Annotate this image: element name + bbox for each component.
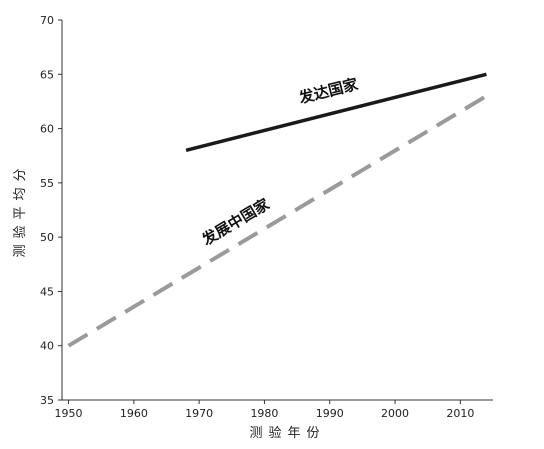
series-label-developing: 发展中国家: [198, 195, 272, 249]
y-axis-title: 测验平均分: [12, 162, 28, 257]
x-tick-label: 2010: [446, 407, 474, 420]
x-tick-label: 1960: [120, 407, 148, 420]
y-tick-label: 65: [40, 68, 54, 81]
y-tick-label: 60: [40, 123, 54, 136]
series-line-developed: [185, 72, 487, 152]
x-tick-label: 1980: [250, 407, 278, 420]
x-tick-label: 2000: [381, 407, 409, 420]
axes: [61, 20, 493, 401]
series-label-developed: 发达国家: [296, 75, 360, 107]
y-tick-label: 50: [40, 231, 54, 244]
y-ticks: 35 40 45 50 55 60 65 70: [40, 14, 62, 407]
series-line-developing: [67, 94, 488, 348]
series-lines: [67, 72, 488, 348]
y-tick-label: 45: [40, 285, 54, 298]
y-tick-label: 70: [40, 14, 54, 27]
y-tick-label: 40: [40, 340, 54, 353]
x-axis-title: 测验年份: [249, 425, 325, 441]
x-tick-label: 1970: [185, 407, 213, 420]
series-labels: 发达国家 发展中国家: [198, 75, 360, 249]
x-tick-label: 1990: [316, 407, 344, 420]
x-ticks: 1950 1960 1970 1980 1990 2000 2010: [55, 400, 474, 420]
x-tick-label: 1950: [55, 407, 83, 420]
y-tick-label: 55: [40, 177, 54, 190]
y-tick-label: 35: [40, 394, 54, 407]
